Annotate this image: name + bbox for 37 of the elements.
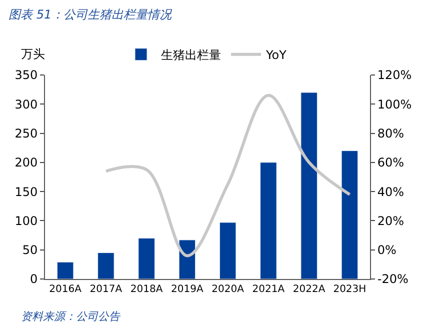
x-tick-label: 2021A (252, 284, 285, 295)
x-tick-label: 2023H (333, 284, 366, 295)
y-tick-label: 350 (14, 68, 38, 82)
y-tick-label: 100 (14, 214, 38, 228)
y-axis-title: 万头 (21, 47, 45, 61)
legend-label: 生猪出栏量 (161, 48, 221, 62)
bar (219, 222, 236, 279)
bar (138, 238, 155, 279)
bar (300, 92, 318, 279)
x-tick-label: 2020A (212, 284, 244, 295)
x-tick-label: 2018A (130, 284, 163, 295)
bar (98, 252, 114, 279)
x-tick-label: 2019A (171, 284, 204, 295)
line-series (104, 94, 352, 258)
x-tick-label: 2022A (292, 284, 326, 295)
y-tick-label: 0 (30, 272, 38, 286)
y2-tick-label: 60% (377, 156, 404, 170)
y2-tick-label: -20% (377, 272, 408, 286)
y2-tick-label: 40% (377, 184, 404, 199)
x-tick-label: 2017A (90, 284, 122, 295)
y2-tick-label: 20% (377, 214, 404, 228)
y-tick-label: 150 (14, 184, 38, 199)
y-tick-label: 50 (22, 243, 38, 258)
bar (260, 162, 277, 279)
y-tick-label: 300 (14, 97, 38, 112)
x-tick-label: 2016A (49, 284, 82, 295)
chart-title: 图表 51：公司生猪出栏量情况 (8, 7, 173, 22)
legend-label: YoY (265, 48, 288, 62)
y-tick-label: 250 (14, 126, 38, 140)
bar (341, 150, 358, 279)
y2-tick-label: 0% (377, 243, 396, 258)
y2-tick-label: 80% (377, 126, 404, 140)
bar (56, 262, 74, 279)
y2-tick-label: 100% (377, 97, 412, 112)
text: 资料来源：公司公告 (21, 310, 121, 323)
y2-tick-label: 120% (377, 68, 412, 82)
y-tick-label: 200 (14, 156, 38, 170)
